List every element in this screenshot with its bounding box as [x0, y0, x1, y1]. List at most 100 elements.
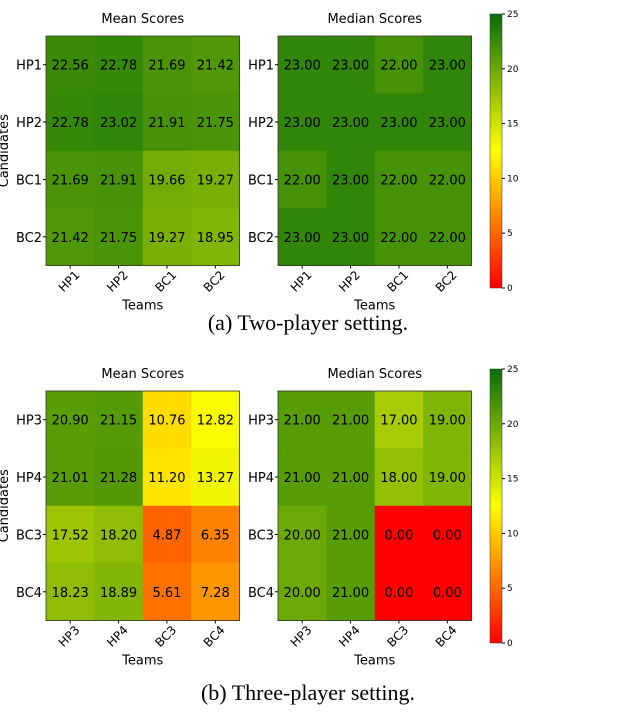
- cell-label: 7.28: [201, 586, 230, 601]
- cell-label: 13.27: [197, 471, 234, 486]
- heatmap-cell: [326, 505, 376, 564]
- cell-label: 22.00: [429, 173, 466, 188]
- cell-label: 21.28: [100, 471, 137, 486]
- cell-label: 22.00: [429, 231, 466, 246]
- cell-label: 21.75: [100, 231, 137, 246]
- x-tick-label: BC2: [201, 268, 228, 295]
- y-tick-label: BC4: [16, 586, 42, 601]
- cell-label: 12.82: [197, 414, 234, 429]
- colorbar-tick-label: 10: [507, 529, 519, 539]
- cell-label: 18.23: [52, 586, 89, 601]
- heatmap-cell: [94, 150, 144, 209]
- heatmap-cell: [191, 93, 240, 152]
- cell-label: 23.00: [332, 173, 369, 188]
- y-tick-label: BC3: [16, 528, 42, 543]
- y-tick-label: BC2: [248, 231, 274, 246]
- heatmap-cell: [374, 36, 424, 94]
- heatmap-cell: [326, 391, 376, 449]
- panel-title: Median Scores: [327, 12, 422, 27]
- cell-label: 22.56: [52, 59, 89, 74]
- plot-frame: [45, 35, 240, 266]
- cell-label: 21.00: [332, 586, 369, 601]
- heatmap-cell: [46, 391, 95, 449]
- cell-label: 23.00: [332, 231, 369, 246]
- cell-label: 21.42: [197, 59, 234, 74]
- cell-label: 21.00: [332, 528, 369, 543]
- y-tick-label: BC1: [16, 173, 42, 188]
- heatmap-cell: [46, 36, 95, 94]
- y-tick-label: BC3: [248, 528, 274, 543]
- heatmap-cell: [142, 391, 192, 449]
- heatmap-cell: [423, 93, 472, 152]
- heatmap-cell: [94, 505, 144, 564]
- cell-label: 22.78: [52, 116, 89, 131]
- cell-label: 21.75: [197, 116, 234, 131]
- y-tick-label: BC4: [248, 586, 274, 601]
- y-tick-label: HP1: [16, 59, 42, 74]
- heatmap-cell: [46, 505, 95, 564]
- heatmap-panel: Median Scores 21.00 21.00 17.00 19.00 21.00 21…: [248, 367, 472, 669]
- cell-label: 23.00: [284, 59, 321, 74]
- heatmap-cell: [423, 36, 472, 94]
- cell-label: 23.00: [284, 116, 321, 131]
- cell-label: 23.00: [429, 59, 466, 74]
- heatmap-cell: [374, 150, 424, 209]
- colorbar-tick-label: 20: [507, 65, 519, 75]
- colorbar: 0 5 10 15 20 25: [489, 365, 519, 649]
- heatmap-cell: [326, 150, 376, 209]
- colorbar: 0 5 10 15 20 25: [489, 10, 519, 294]
- heatmap-cell: [46, 93, 95, 152]
- y-tick-label: HP4: [248, 471, 274, 486]
- y-tick-label: HP2: [16, 116, 42, 131]
- heatmap-cell: [142, 563, 192, 621]
- cell-label: 21.69: [52, 173, 89, 188]
- y-tick-label: HP3: [248, 414, 274, 429]
- cell-label: 21.91: [148, 116, 185, 131]
- x-axis-label: Teams: [121, 299, 163, 314]
- heatmap-cell: [278, 36, 327, 94]
- heatmap-cell: [423, 391, 472, 449]
- cell-label: 22.00: [284, 173, 321, 188]
- heatmap-cell: [94, 208, 144, 266]
- heatmap-cell: [423, 505, 472, 564]
- caption-b: (b) Three-player setting.: [201, 680, 415, 705]
- cell-label: 20.00: [284, 586, 321, 601]
- x-tick-label: BC1: [384, 268, 411, 295]
- heatmap-cell: [374, 505, 424, 564]
- cell-label: 18.20: [100, 528, 137, 543]
- cell-label: 22.00: [380, 173, 417, 188]
- cell-label: 4.87: [152, 528, 181, 543]
- heatmap-cell: [374, 208, 424, 266]
- cell-label: 23.02: [100, 116, 137, 131]
- heatmap-cell: [423, 208, 472, 266]
- cell-label: 20.00: [284, 528, 321, 543]
- heatmap-cell: [278, 150, 327, 209]
- cell-label: 19.66: [148, 173, 185, 188]
- heatmap-cell: [278, 563, 327, 621]
- colorbar-tick-label: 0: [507, 284, 513, 294]
- heatmap-cell: [191, 505, 240, 564]
- heatmap-cell: [423, 448, 472, 507]
- colorbar-tick-label: 5: [507, 584, 513, 594]
- colorbar-tick-label: 15: [507, 120, 518, 130]
- cell-label: 21.00: [332, 414, 369, 429]
- x-tick-label: HP2: [336, 268, 363, 295]
- x-axis-label: Teams: [353, 654, 395, 669]
- y-tick-label: HP2: [248, 116, 274, 131]
- plot-frame: [45, 390, 240, 621]
- cell-label: 22.00: [380, 59, 417, 74]
- y-axis-label: Candidates: [0, 469, 12, 542]
- heatmap-cell: [142, 93, 192, 152]
- heatmap-cell: [191, 150, 240, 209]
- cell-label: 21.69: [148, 59, 185, 74]
- y-tick-label: HP1: [248, 59, 274, 74]
- cell-label: 18.00: [380, 471, 417, 486]
- heatmap-panel: Mean Scores 20.90 21.15 10.76 12.82 21.01 21.2…: [0, 367, 240, 669]
- heatmap-cell: [374, 448, 424, 507]
- x-tick-label: BC3: [384, 623, 411, 650]
- cell-label: 22.78: [100, 59, 137, 74]
- heatmap-cell: [191, 391, 240, 449]
- cell-label: 21.01: [52, 471, 89, 486]
- cell-label: 0.00: [384, 528, 413, 543]
